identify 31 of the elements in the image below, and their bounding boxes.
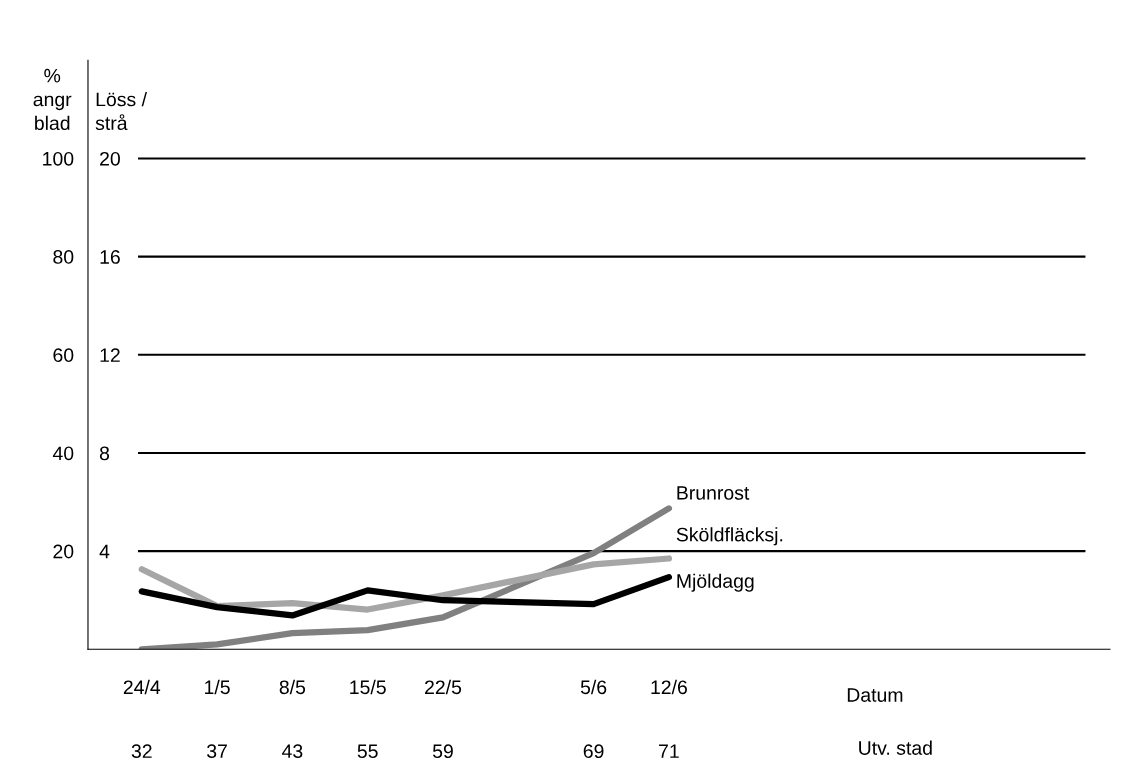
y2-tick-label: 4 [99,544,110,559]
y-tick-label: 40 [52,446,74,461]
y-tick-label: 80 [53,250,74,264]
x-tick-label: 24/4 [123,679,161,695]
series-label: Brunrost [677,486,750,500]
x2-tick-label: 59 [432,744,453,759]
x2-tick-label: 71 [659,744,679,758]
y-tick-label: 60 [53,348,74,363]
x2-tick-label: 69 [583,744,604,759]
y2-tick-label: 12 [100,348,120,362]
x2-tick-label: 32 [131,744,152,759]
series-label: Mjöldagg [677,573,754,592]
x-tick-label: 15/5 [350,679,386,695]
series-label: Sköldfläcksj. [676,527,783,546]
y2-tick-label: 8 [99,446,110,461]
y2-tick-label: 20 [100,151,120,166]
x2-tick-label: 43 [282,744,303,759]
x-tick-label: 8/5 [279,679,306,695]
x2-tick-label: 55 [357,744,378,759]
y-tick-label: 100 [43,151,74,166]
y2-axis-title: Löss / strå [95,92,148,131]
x-tick-label: 22/5 [425,679,462,695]
x-tick-label: 1/5 [205,679,230,695]
x-axis-title: Datum [847,688,903,702]
x-tick-label: 12/6 [651,679,687,695]
x2-axis-title: Utv. stad [859,740,932,755]
x2-tick-label: 37 [207,744,227,759]
y2-tick-label: 16 [100,250,120,264]
x-tick-label: 5/6 [580,679,607,695]
y-axis-title: % angr blad [33,68,72,131]
y-tick-label: 20 [53,544,74,559]
